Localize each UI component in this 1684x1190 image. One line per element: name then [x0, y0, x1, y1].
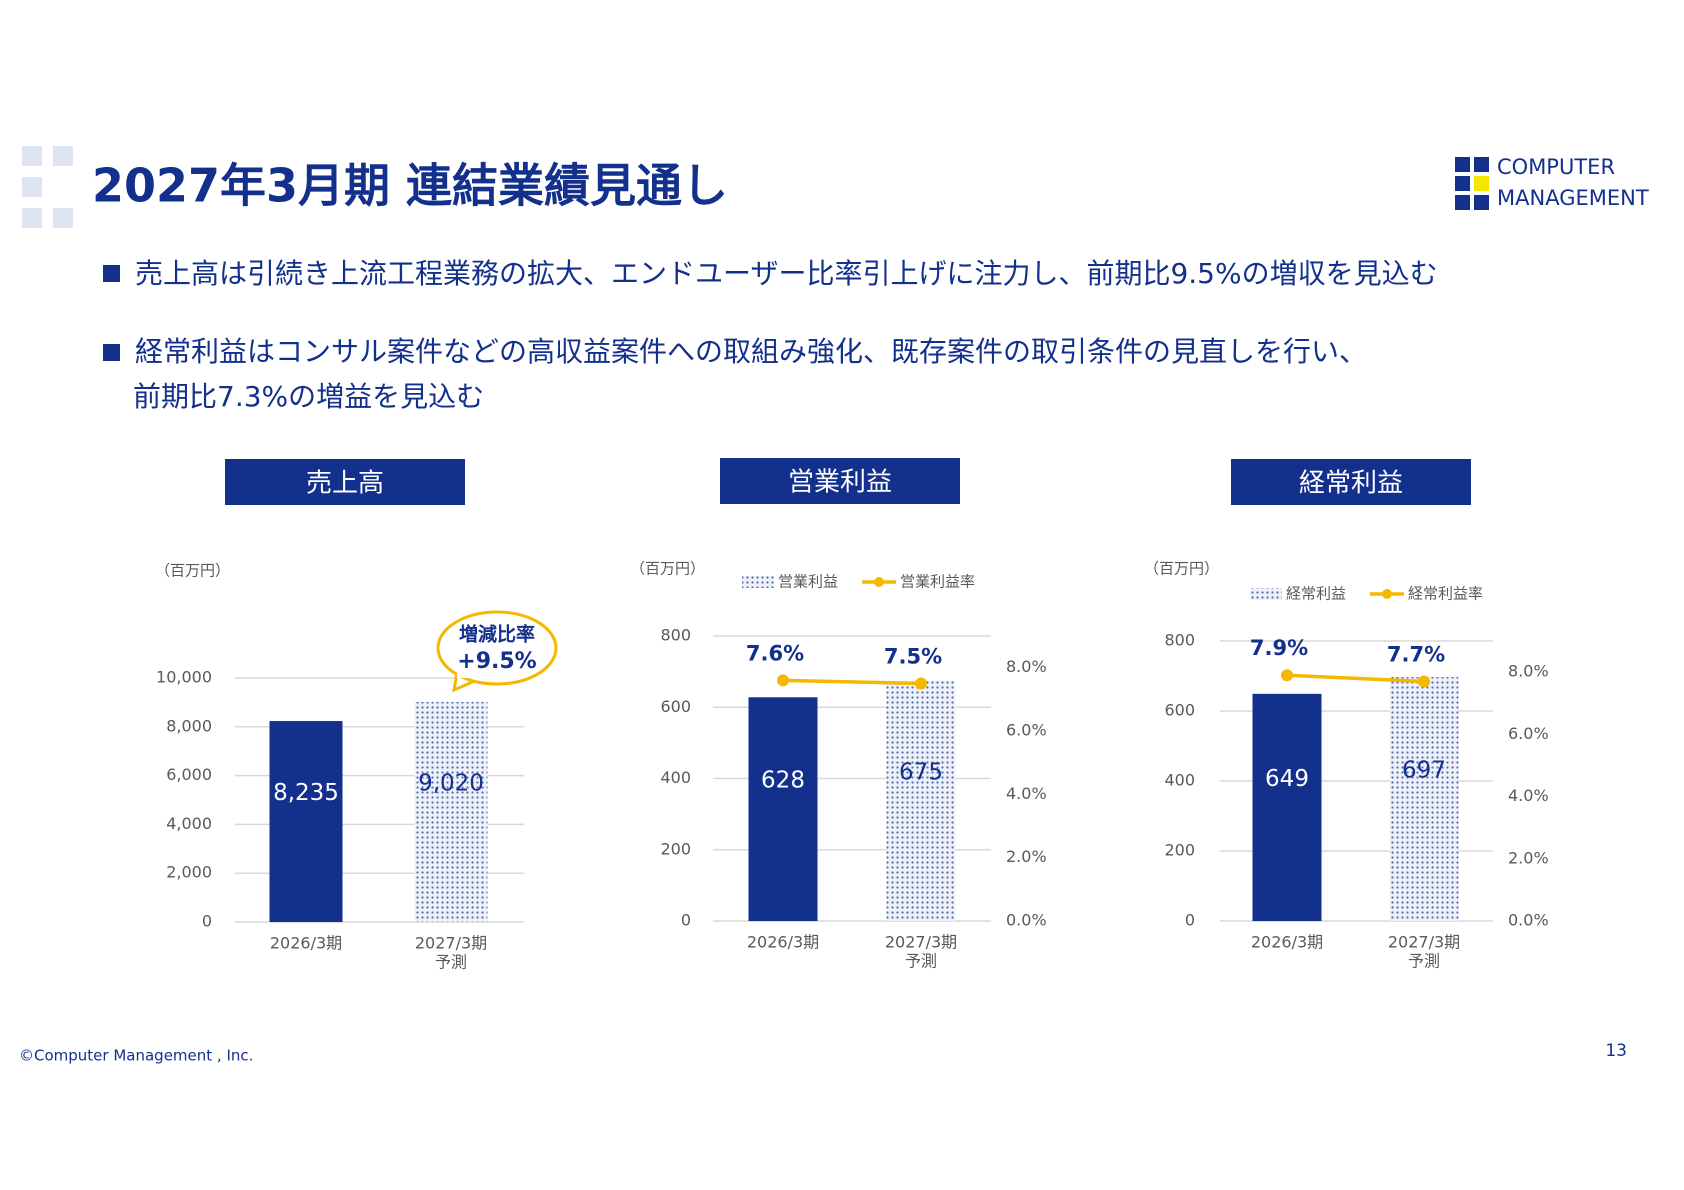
panel-header: [720, 458, 960, 504]
y2-tick-label: 0.0%: [1508, 911, 1549, 930]
legend-label: 営業利益率: [900, 573, 975, 591]
bullet-text: 売上高は引続き上流工程業務の拡大、エンドユーザー比率引上げに注力し、前期比9.5…: [135, 257, 1438, 290]
x-tick-sublabel: 予測: [1408, 952, 1440, 971]
y-tick-label: 6,000: [166, 765, 212, 784]
y-tick-label: 200: [1164, 841, 1195, 860]
x-tick-sublabel: 予測: [905, 952, 937, 971]
y2-tick-label: 8.0%: [1508, 662, 1549, 681]
bar: [1389, 677, 1459, 921]
x-tick-label: 2026/3期: [1251, 933, 1323, 952]
panel-header: [1231, 459, 1471, 505]
rate-label: 7.7%: [1387, 642, 1445, 666]
unit-label: （百万円）: [155, 562, 230, 580]
y-tick-label: 200: [660, 839, 691, 858]
y-tick-label: 0: [202, 912, 212, 931]
logo-text: COMPUTER: [1497, 155, 1615, 179]
rate-line: [1286, 673, 1425, 684]
x-tick-label: 2027/3期: [1388, 933, 1460, 952]
legend-swatch: [742, 576, 774, 588]
rate-label: 7.6%: [746, 641, 804, 665]
footer: ©Computer Management , Inc.: [19, 1047, 253, 1065]
rate-point: [1418, 675, 1430, 688]
bar: [269, 721, 343, 922]
panel-title: 営業利益: [788, 468, 892, 498]
callout-patch: [457, 670, 477, 678]
unit-label: （百万円）: [630, 560, 705, 578]
bullet-marker: [103, 265, 120, 282]
y2-tick-label: 2.0%: [1508, 848, 1549, 867]
bar-value-label: 8,235: [273, 780, 339, 806]
panel-title: 経常利益: [1299, 469, 1403, 499]
y2-tick-label: 0.0%: [1006, 911, 1047, 930]
y-tick-label: 2,000: [166, 863, 212, 882]
logo-mark: [1455, 157, 1489, 210]
y-tick-label: 0: [681, 911, 691, 930]
bar-value-label: 675: [899, 759, 943, 785]
y-tick-label: 8,000: [166, 716, 212, 735]
x-tick-label: 2026/3期: [270, 934, 342, 953]
unit-label: （百万円）: [1144, 560, 1219, 578]
y-tick-label: 800: [660, 626, 691, 645]
legend-label: 営業利益: [778, 573, 838, 591]
y-tick-label: 600: [660, 697, 691, 716]
bar-value-label: 9,020: [418, 770, 484, 796]
y2-tick-label: 6.0%: [1508, 724, 1549, 743]
bar: [748, 697, 818, 921]
y2-tick-label: 4.0%: [1006, 784, 1047, 803]
callout: [436, 610, 558, 686]
rate-label: 7.9%: [1250, 636, 1308, 660]
callout-text: +9.5%: [457, 649, 536, 674]
bar: [1252, 693, 1322, 921]
rate-point: [777, 674, 789, 687]
x-tick-label: 2026/3期: [747, 933, 819, 952]
rate-line: [782, 678, 922, 686]
y2-tick-label: 4.0%: [1508, 786, 1549, 805]
rate-point: [1281, 669, 1293, 682]
y-tick-label: 800: [1164, 631, 1195, 650]
bar-value-label: 697: [1402, 758, 1446, 784]
bar: [886, 680, 956, 921]
y-tick-label: 600: [1164, 701, 1195, 720]
y-tick-label: 10,000: [156, 668, 212, 687]
bar-value-label: 628: [761, 768, 805, 794]
callout-title: 増減比率: [459, 623, 535, 646]
x-tick-label: 2027/3期: [415, 934, 487, 953]
rate-point: [915, 677, 927, 690]
y-tick-label: 400: [1164, 771, 1195, 790]
legend-label: 経常利益率: [1408, 585, 1483, 603]
legend-swatch: [1250, 588, 1282, 600]
bullet-text: 前期比7.3%の増益を見込む: [133, 380, 484, 413]
x-tick-sublabel: 予測: [435, 953, 467, 972]
legend-swatch: [1382, 589, 1392, 599]
x-tick-label: 2027/3期: [885, 933, 957, 952]
panel-header: [225, 459, 465, 505]
logo-text: MANAGEMENT: [1497, 186, 1649, 210]
legend-swatch: [874, 577, 884, 587]
y-tick-label: 4,000: [166, 814, 212, 833]
y-tick-label: 0: [1185, 911, 1195, 930]
slide-title: 2027年3月期 連結業績見通し: [92, 159, 728, 213]
y2-tick-label: 2.0%: [1006, 847, 1047, 866]
bullet-marker: [103, 344, 120, 361]
legend-label: 経常利益: [1286, 585, 1346, 603]
rate-label: 7.5%: [884, 645, 942, 669]
y2-tick-label: 6.0%: [1006, 721, 1047, 740]
y2-tick-label: 8.0%: [1006, 657, 1047, 676]
bullet-text: 経常利益はコンサル案件などの高収益案件への取組み強化、既存案件の取引条件の見直し…: [135, 335, 1367, 368]
bar: [414, 701, 488, 922]
page-number: 13: [1605, 1041, 1627, 1061]
y-tick-label: 400: [660, 768, 691, 787]
panel-title: 売上高: [306, 469, 384, 499]
bar-value-label: 649: [1265, 766, 1309, 792]
decor-squares: [22, 146, 73, 228]
